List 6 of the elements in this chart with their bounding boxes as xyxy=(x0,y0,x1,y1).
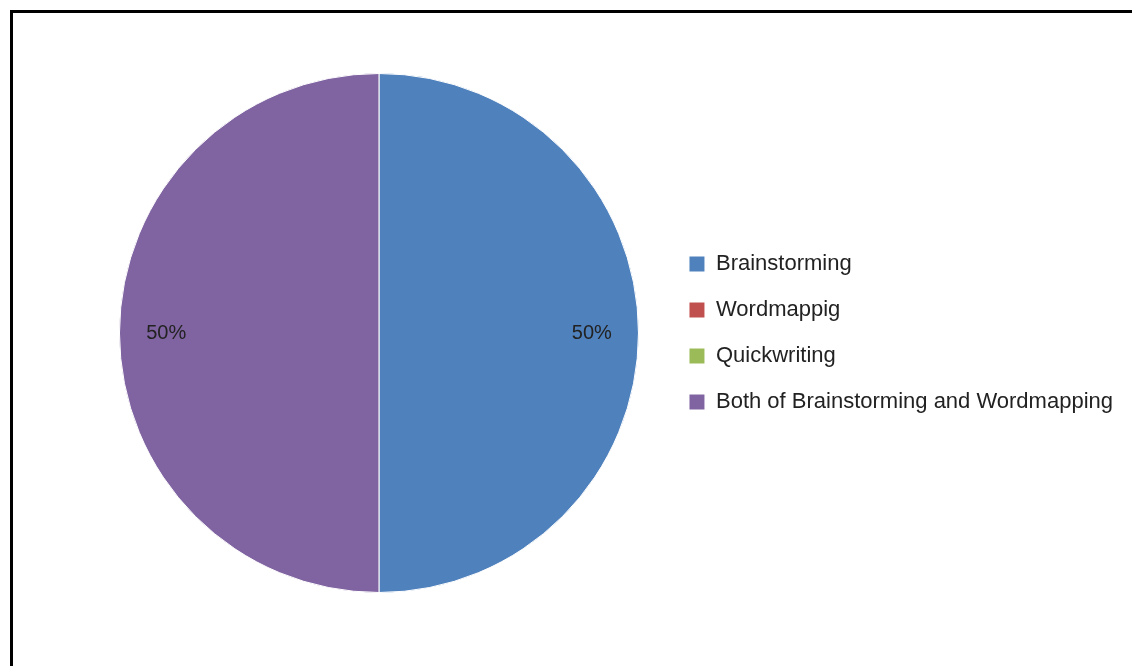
data-label: 50% xyxy=(571,320,612,343)
legend-label: Both of Brainstorming and Wordmapping xyxy=(715,388,1113,414)
legend-label: Wordmappig xyxy=(715,296,841,322)
legend-label: Brainstorming xyxy=(715,250,852,276)
data-label: 50% xyxy=(146,320,187,343)
legend-label: Quickwriting xyxy=(715,342,836,368)
